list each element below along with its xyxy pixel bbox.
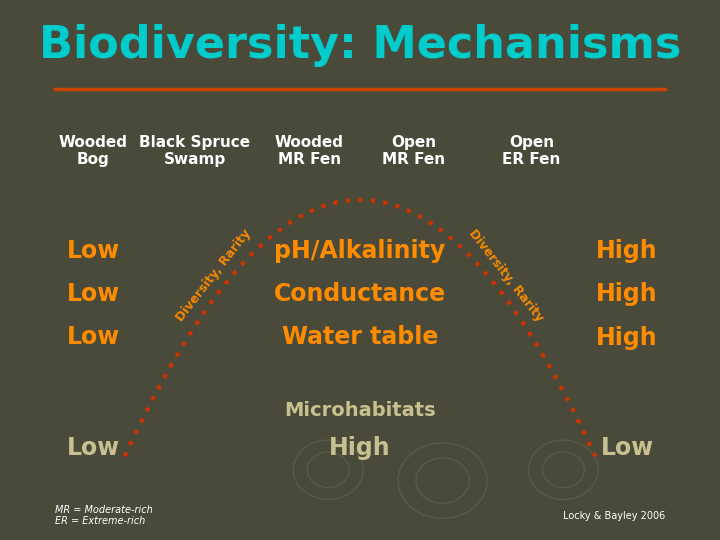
Text: Water table: Water table xyxy=(282,326,438,349)
Text: Low: Low xyxy=(66,436,120,460)
Text: Wooded
Bog: Wooded Bog xyxy=(58,135,127,167)
Text: Low: Low xyxy=(66,239,120,263)
Text: Diversity, Rarity: Diversity, Rarity xyxy=(174,227,253,324)
Text: pH/Alkalinity: pH/Alkalinity xyxy=(274,239,446,263)
Text: Open
MR Fen: Open MR Fen xyxy=(382,135,446,167)
Text: Conductance: Conductance xyxy=(274,282,446,306)
Text: Wooded
MR Fen: Wooded MR Fen xyxy=(274,135,343,167)
Text: Low: Low xyxy=(600,436,654,460)
Text: Diversity, Rarity: Diversity, Rarity xyxy=(467,227,546,324)
Text: Locky & Bayley 2006: Locky & Bayley 2006 xyxy=(563,511,665,521)
Text: MR = Moderate-rich
ER = Extreme-rich: MR = Moderate-rich ER = Extreme-rich xyxy=(55,505,153,526)
Text: Low: Low xyxy=(66,282,120,306)
Text: Open
ER Fen: Open ER Fen xyxy=(503,135,561,167)
Text: Low: Low xyxy=(66,326,120,349)
Text: Biodiversity: Mechanisms: Biodiversity: Mechanisms xyxy=(39,24,681,68)
Text: High: High xyxy=(596,282,658,306)
Text: Microhabitats: Microhabitats xyxy=(284,401,436,420)
Text: High: High xyxy=(596,239,658,263)
Text: Black Spruce
Swamp: Black Spruce Swamp xyxy=(139,135,251,167)
Text: High: High xyxy=(329,436,391,460)
Text: High: High xyxy=(596,326,658,349)
